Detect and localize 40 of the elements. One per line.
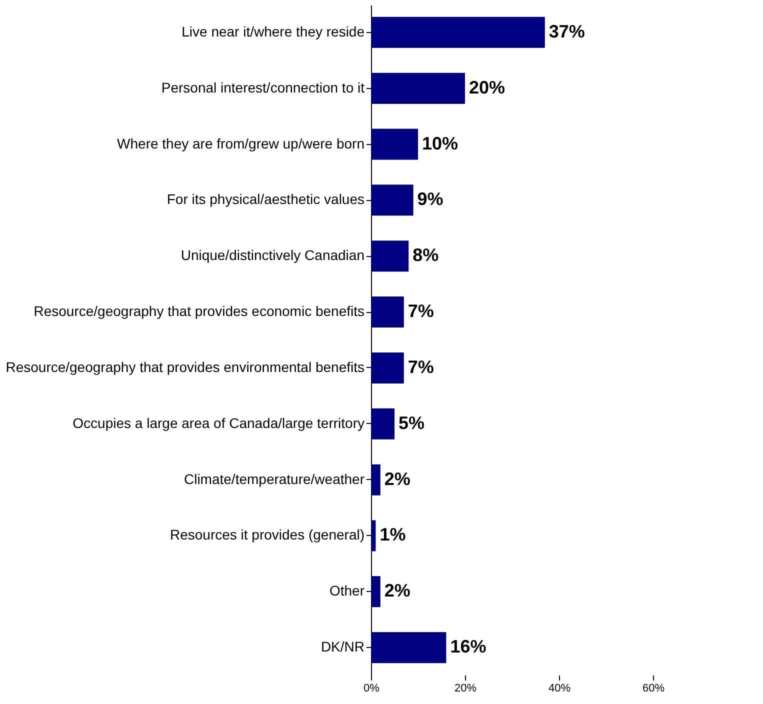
bar [371, 184, 414, 216]
bar [371, 464, 380, 496]
data-label: 16% [450, 636, 486, 657]
y-tick-label: Occupies a large area of Canada/large territory [72, 414, 364, 431]
x-tick-label: 0% [364, 682, 380, 694]
bar [371, 632, 446, 664]
data-label: 10% [422, 133, 458, 154]
bar [371, 128, 418, 160]
bar [371, 72, 465, 104]
y-tick-label: Other [329, 582, 365, 599]
data-label: 20% [469, 77, 506, 98]
bar [371, 240, 409, 272]
y-tick-label: Where they are from/grew up/were born [117, 135, 364, 152]
data-label: 9% [417, 189, 444, 210]
y-tick-label: Unique/distinctively Canadian [180, 247, 364, 264]
y-tick-label: Personal interest/connection to it [161, 79, 365, 96]
data-label: 5% [398, 412, 425, 433]
y-tick-label: For its physical/aesthetic values [166, 191, 364, 208]
x-tick-label: 40% [548, 682, 571, 694]
bar [371, 352, 404, 384]
data-label: 7% [408, 356, 434, 377]
data-label: 1% [380, 524, 406, 545]
y-tick-label: DK/NR [320, 638, 364, 655]
bar [371, 520, 376, 552]
y-tick-label: Resource/geography that provides environmental benefits [6, 358, 364, 375]
bar [371, 296, 404, 328]
data-label: 2% [384, 580, 410, 601]
y-tick-label: Resource/geography that provides economic benefits [34, 303, 364, 320]
bar [371, 576, 380, 608]
data-label: 7% [408, 301, 434, 322]
data-label: 37% [548, 21, 585, 42]
bar [371, 408, 394, 440]
y-tick-label: Climate/temperature/weather [184, 470, 365, 487]
y-tick-label: Live near it/where they reside [182, 23, 365, 40]
y-tick-label: Resources it provides (general) [170, 526, 364, 543]
data-label: 8% [412, 245, 439, 266]
x-tick-label: 20% [454, 682, 477, 694]
bar [371, 16, 545, 48]
x-tick-label: 60% [642, 682, 665, 694]
data-label: 2% [384, 468, 410, 489]
